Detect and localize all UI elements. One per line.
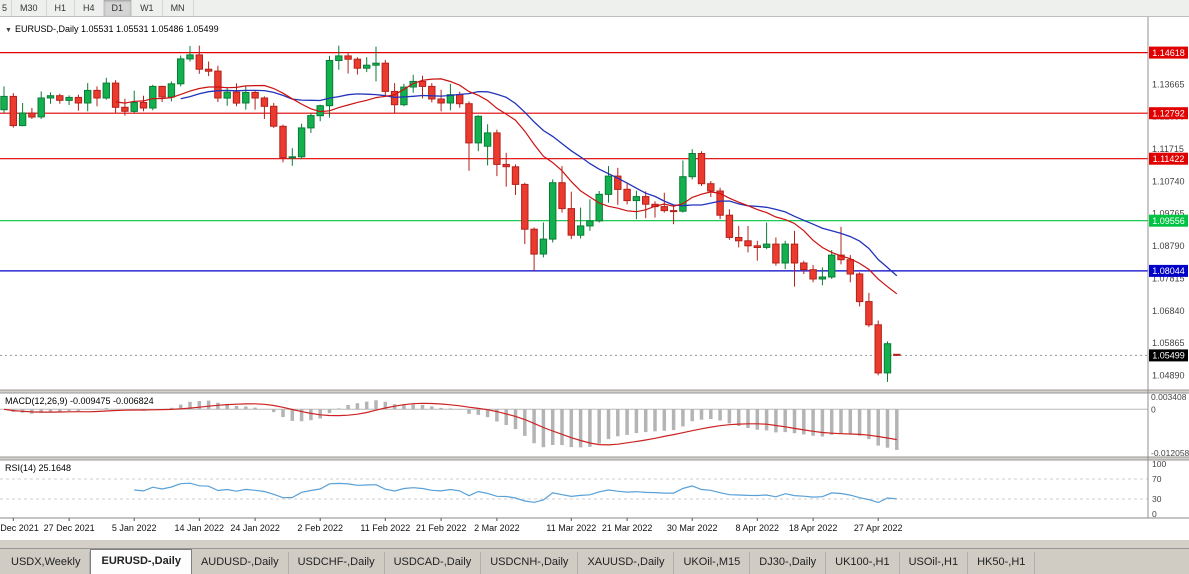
svg-text:30: 30 xyxy=(1152,494,1162,504)
timeframe-w1[interactable]: W1 xyxy=(132,0,163,16)
tab-hk50-h1[interactable]: HK50-,H1 xyxy=(968,552,1036,574)
svg-text:1.04890: 1.04890 xyxy=(1152,371,1185,381)
svg-text:0: 0 xyxy=(1152,509,1157,519)
svg-text:11 Feb 2022: 11 Feb 2022 xyxy=(360,523,410,533)
timeframe-fragment[interactable]: 5 xyxy=(0,0,12,16)
tab-usdchf-daily[interactable]: USDCHF-,Daily xyxy=(289,552,385,574)
tab-usdx-weekly[interactable]: USDX,Weekly xyxy=(2,552,91,574)
svg-text:0: 0 xyxy=(1151,404,1156,414)
chart-dropdown-icon[interactable]: ▼ xyxy=(5,27,12,34)
svg-text:14 Jan 2022: 14 Jan 2022 xyxy=(175,523,225,533)
svg-text:1.05499: 1.05499 xyxy=(1152,351,1185,361)
svg-text:5 Jan 2022: 5 Jan 2022 xyxy=(112,523,157,533)
svg-text:100: 100 xyxy=(1152,459,1166,469)
svg-text:-0.012058: -0.012058 xyxy=(1151,448,1189,458)
svg-text:17 Dec 2021: 17 Dec 2021 xyxy=(0,523,39,533)
svg-text:2 Mar 2022: 2 Mar 2022 xyxy=(474,523,520,533)
svg-text:1.09556: 1.09556 xyxy=(1152,216,1185,226)
svg-text:1.10740: 1.10740 xyxy=(1152,176,1185,186)
svg-text:1.08044: 1.08044 xyxy=(1152,266,1185,276)
tab-usdcad-daily[interactable]: USDCAD-,Daily xyxy=(385,552,482,574)
svg-text:1.06840: 1.06840 xyxy=(1152,306,1185,316)
tab-ukoil-m15[interactable]: UKOil-,M15 xyxy=(674,552,751,574)
svg-text:70: 70 xyxy=(1152,474,1162,484)
timeframe-m30[interactable]: M30 xyxy=(12,0,47,16)
svg-text:1.05865: 1.05865 xyxy=(1152,338,1185,348)
svg-text:18 Apr 2022: 18 Apr 2022 xyxy=(789,523,838,533)
svg-text:21 Mar 2022: 21 Mar 2022 xyxy=(602,523,653,533)
svg-text:1.12792: 1.12792 xyxy=(1152,108,1185,118)
symbol-tabbar: USDX,Weekly EURUSD-,Daily AUDUSD-,Daily … xyxy=(0,548,1189,574)
tab-usoil-h1[interactable]: USOil-,H1 xyxy=(900,552,969,574)
svg-text:27 Apr 2022: 27 Apr 2022 xyxy=(854,523,903,533)
timeframe-d1[interactable]: D1 xyxy=(103,0,133,16)
svg-text:11 Mar 2022: 11 Mar 2022 xyxy=(546,523,596,533)
svg-text:21 Feb 2022: 21 Feb 2022 xyxy=(416,523,467,533)
svg-text:1.08790: 1.08790 xyxy=(1152,241,1185,251)
tab-uk100-h1[interactable]: UK100-,H1 xyxy=(826,552,900,574)
svg-text:1.14618: 1.14618 xyxy=(1152,48,1185,58)
svg-text:1.13665: 1.13665 xyxy=(1152,79,1185,89)
timeframe-h4[interactable]: H4 xyxy=(75,0,104,16)
tab-xauusd-daily[interactable]: XAUUSD-,Daily xyxy=(578,552,675,574)
timeframe-mn[interactable]: MN xyxy=(163,0,194,16)
timeframe-toolbar: 5 M30 H1 H4 D1 W1 MN xyxy=(0,0,1189,17)
tab-eurusd-daily[interactable]: EURUSD-,Daily xyxy=(90,549,192,574)
svg-text:1.11715: 1.11715 xyxy=(1152,144,1184,154)
svg-text:8 Apr 2022: 8 Apr 2022 xyxy=(736,523,780,533)
svg-text:1.07815: 1.07815 xyxy=(1152,274,1185,284)
chart-area: 1.146401.136651.126901.117151.107401.097… xyxy=(0,17,1189,548)
svg-text:27 Dec 2021: 27 Dec 2021 xyxy=(44,523,95,533)
timeframe-h1[interactable]: H1 xyxy=(47,0,76,16)
svg-text:1.11422: 1.11422 xyxy=(1153,154,1185,164)
svg-text:24 Jan 2022: 24 Jan 2022 xyxy=(230,523,280,533)
tab-usdcnh-daily[interactable]: USDCNH-,Daily xyxy=(481,552,579,574)
svg-text:30 Mar 2022: 30 Mar 2022 xyxy=(667,523,718,533)
tab-dj30-daily[interactable]: DJ30-,Daily xyxy=(750,552,827,574)
svg-text:0.003408: 0.003408 xyxy=(1151,392,1187,402)
price-chart-canvas[interactable]: 1.146401.136651.126901.117151.107401.097… xyxy=(0,17,1189,548)
tab-audusd-daily[interactable]: AUDUSD-,Daily xyxy=(192,552,289,574)
svg-text:1.09765: 1.09765 xyxy=(1152,209,1185,219)
svg-text:2 Feb 2022: 2 Feb 2022 xyxy=(297,523,343,533)
